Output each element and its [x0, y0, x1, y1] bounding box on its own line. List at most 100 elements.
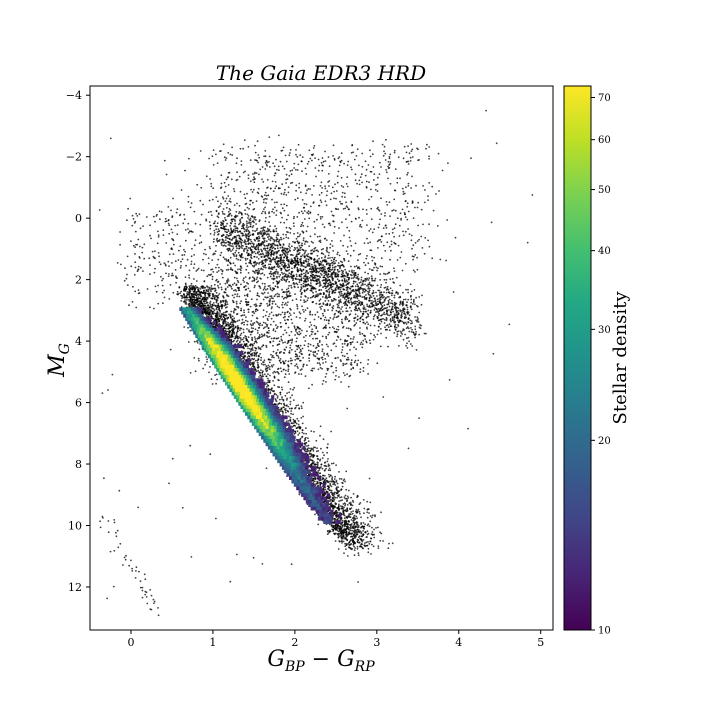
star-point — [352, 510, 354, 512]
star-point — [327, 532, 330, 534]
star-point — [317, 484, 320, 487]
star-point — [349, 516, 352, 519]
chart-title: The Gaia EDR3 HRD — [216, 61, 426, 85]
star-point — [335, 503, 338, 505]
star-point — [188, 285, 191, 288]
star-point — [280, 408, 283, 411]
star-point — [336, 524, 339, 527]
star-point — [281, 388, 284, 391]
star-point — [0, 276, 1, 278]
star-point — [316, 480, 318, 483]
star-point — [342, 533, 345, 535]
star-point — [321, 457, 324, 459]
star-point — [354, 534, 357, 537]
star-point — [326, 533, 329, 535]
star-point — [360, 526, 363, 528]
star-point — [297, 420, 300, 422]
star-point — [339, 496, 341, 499]
star-point — [322, 488, 325, 491]
star-point — [353, 536, 356, 538]
star-point — [271, 390, 274, 392]
star-point — [289, 419, 291, 422]
star-point — [188, 294, 191, 297]
star-point — [322, 477, 325, 480]
star-point — [331, 476, 334, 479]
star-point — [265, 375, 268, 378]
star-point — [288, 407, 291, 410]
star-point — [246, 356, 249, 358]
star-point — [192, 298, 195, 301]
star-point — [317, 450, 320, 452]
star-point — [217, 284, 219, 287]
star-point — [332, 497, 334, 499]
star-point — [205, 302, 208, 305]
star-point — [354, 529, 356, 531]
star-point — [251, 347, 254, 349]
star-point — [345, 470, 348, 473]
star-point — [261, 375, 263, 378]
star-point — [200, 291, 203, 293]
star-point — [338, 503, 340, 506]
star-point — [375, 527, 377, 529]
star-point — [347, 527, 349, 530]
star-point — [350, 507, 353, 509]
star-point — [197, 303, 200, 306]
star-point — [0, 266, 1, 268]
star-point — [336, 526, 339, 528]
star-point — [343, 514, 346, 517]
star-point — [343, 496, 346, 498]
star-point — [343, 528, 345, 531]
star-point — [362, 522, 365, 524]
star-point — [357, 525, 360, 527]
scatter-points — [0, 109, 534, 617]
star-point — [329, 489, 331, 491]
star-point — [203, 289, 206, 292]
star-point — [217, 294, 220, 297]
star-point — [360, 542, 363, 545]
star-point — [301, 407, 303, 410]
star-point — [0, 284, 1, 286]
star-point — [300, 405, 303, 407]
star-point — [293, 386, 296, 389]
star-point — [198, 301, 201, 303]
star-point — [0, 284, 1, 286]
star-point — [326, 530, 329, 533]
star-point — [350, 496, 352, 499]
star-point — [341, 505, 344, 508]
star-point — [254, 359, 257, 362]
star-point — [344, 533, 347, 536]
star-point — [236, 348, 239, 350]
star-point — [367, 523, 370, 526]
star-point — [268, 381, 271, 384]
star-point — [249, 361, 252, 364]
star-point — [200, 300, 203, 303]
star-point — [212, 302, 215, 304]
star-point — [272, 380, 274, 382]
star-point — [324, 488, 327, 491]
star-point — [200, 302, 203, 305]
star-point — [348, 489, 350, 492]
star-point — [357, 536, 360, 539]
star-point — [0, 283, 1, 285]
star-point — [357, 508, 360, 511]
star-point — [291, 426, 294, 428]
star-point — [339, 525, 341, 527]
star-point — [268, 365, 271, 368]
star-point — [335, 481, 338, 483]
star-point — [0, 283, 1, 285]
star-point — [233, 333, 236, 335]
star-point — [298, 493, 301, 496]
star-point — [235, 340, 238, 343]
star-point — [329, 530, 332, 533]
star-point — [338, 500, 340, 502]
star-point — [346, 538, 349, 541]
star-point — [0, 275, 1, 277]
star-point — [322, 438, 325, 441]
star-point — [320, 482, 322, 484]
star-point — [309, 447, 311, 450]
star-point — [277, 403, 279, 406]
star-point — [365, 541, 368, 544]
star-point — [292, 418, 295, 421]
star-point — [297, 423, 300, 426]
star-point — [353, 514, 356, 517]
